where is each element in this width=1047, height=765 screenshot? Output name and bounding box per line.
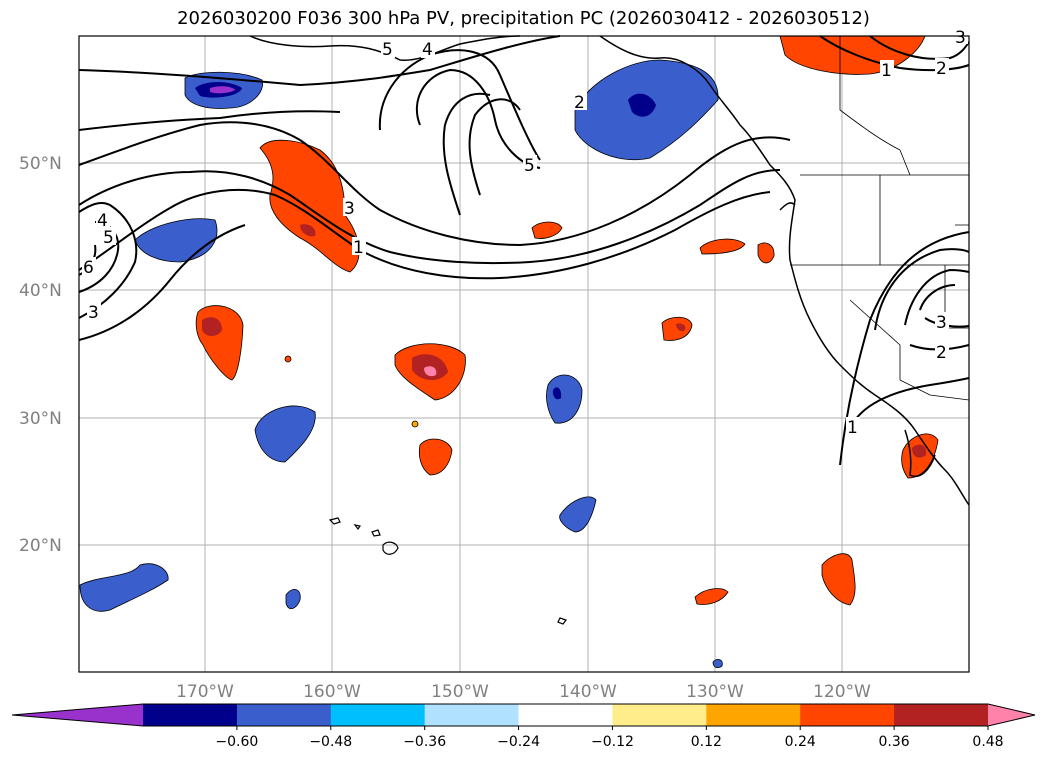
colorbar-tick-label: 0.24 — [785, 734, 816, 750]
colorbar-tick-label: −0.60 — [215, 734, 258, 750]
negative-precip-patch — [559, 496, 597, 533]
svg-text:4: 4 — [97, 211, 108, 231]
svg-text:3: 3 — [88, 303, 99, 323]
colorbar-segment — [894, 704, 989, 726]
colorbar-tick-label: 0.48 — [972, 734, 1003, 750]
positive-precip-patch — [661, 316, 693, 341]
svg-text:50°N: 50°N — [19, 154, 62, 174]
svg-text:170°W: 170°W — [176, 682, 234, 702]
svg-text:140°W: 140°W — [559, 682, 617, 702]
coastlines — [249, 35, 970, 506]
colorbar-segment — [706, 704, 801, 726]
longitude-labels: 170°W 160°W 150°W 140°W 130°W 120°W — [176, 682, 871, 702]
svg-text:160°W: 160°W — [303, 682, 361, 702]
colorbar-segment — [518, 704, 613, 726]
negative-precip-patch — [285, 589, 301, 610]
colorbar-tick-label: −0.12 — [591, 734, 634, 750]
colorbar-tick-label: 0.36 — [879, 734, 910, 750]
svg-text:5: 5 — [524, 156, 535, 176]
colorbar-segment — [800, 704, 895, 726]
positive-precip-patch — [757, 242, 775, 264]
svg-text:3: 3 — [344, 199, 355, 219]
colorbar-segment — [612, 704, 707, 726]
latitude-labels: 50°N 40°N 30°N 20°N — [19, 154, 62, 556]
svg-text:1: 1 — [353, 238, 364, 258]
positive-precip-patch — [699, 238, 746, 255]
positive-precip-patch — [531, 221, 563, 239]
contour-labels: 5 4 2 5 3 1 4 5 6 3 1 2 3 2 1 3 — [82, 28, 968, 438]
map-frame — [78, 35, 970, 673]
colorbar-segment — [424, 704, 520, 726]
svg-text:2: 2 — [574, 93, 585, 113]
svg-text:150°W: 150°W — [431, 682, 489, 702]
colorbar-tick-label: −0.24 — [497, 734, 540, 750]
svg-text:120°W: 120°W — [813, 682, 871, 702]
colorbar-outline — [11, 703, 1036, 727]
svg-text:3: 3 — [936, 313, 947, 333]
precip-patches — [79, 35, 939, 669]
negative-precip-patch — [134, 218, 218, 263]
colorbar — [11, 703, 1036, 727]
svg-text:2: 2 — [936, 59, 947, 79]
positive-precip-patch — [195, 305, 244, 381]
colorbar-segment — [330, 704, 426, 726]
svg-text:1: 1 — [847, 418, 858, 438]
svg-text:30°N: 30°N — [19, 409, 62, 429]
svg-text:1: 1 — [881, 61, 892, 81]
positive-precip-patch — [694, 588, 729, 605]
colorbar-extend-max — [988, 704, 1035, 726]
negative-precip-patch — [79, 563, 169, 612]
colorbar-segment — [236, 704, 332, 726]
svg-text:130°W: 130°W — [686, 682, 744, 702]
colorbar-ticks: −0.60 −0.48 −0.36 −0.24 −0.12 0.12 0.24 0.36 0.4… — [215, 726, 1004, 750]
islands — [328, 517, 567, 625]
colorbar-tick-label: 0.12 — [691, 734, 722, 750]
colorbar-tick-label: −0.48 — [309, 734, 352, 750]
svg-text:5: 5 — [103, 228, 114, 248]
positive-precip-patch — [418, 438, 453, 476]
positive-precip-patch — [259, 139, 360, 273]
negative-precip-patch — [546, 374, 583, 424]
svg-text:3: 3 — [955, 28, 966, 48]
positive-precip-patch — [821, 553, 856, 606]
svg-text:4: 4 — [422, 40, 433, 60]
negative-precip-patch — [254, 405, 316, 463]
svg-text:20°N: 20°N — [19, 536, 62, 556]
svg-text:40°N: 40°N — [19, 281, 62, 301]
svg-text:2: 2 — [936, 343, 947, 363]
svg-text:6: 6 — [83, 258, 94, 278]
colorbar-tick-label: −0.36 — [403, 734, 446, 750]
map-title: 2026030200 F036 300 hPa PV, precipitatio… — [177, 8, 870, 29]
colorbar-segment — [143, 704, 238, 726]
svg-text:5: 5 — [382, 40, 393, 60]
colorbar-extend-min — [12, 704, 143, 726]
